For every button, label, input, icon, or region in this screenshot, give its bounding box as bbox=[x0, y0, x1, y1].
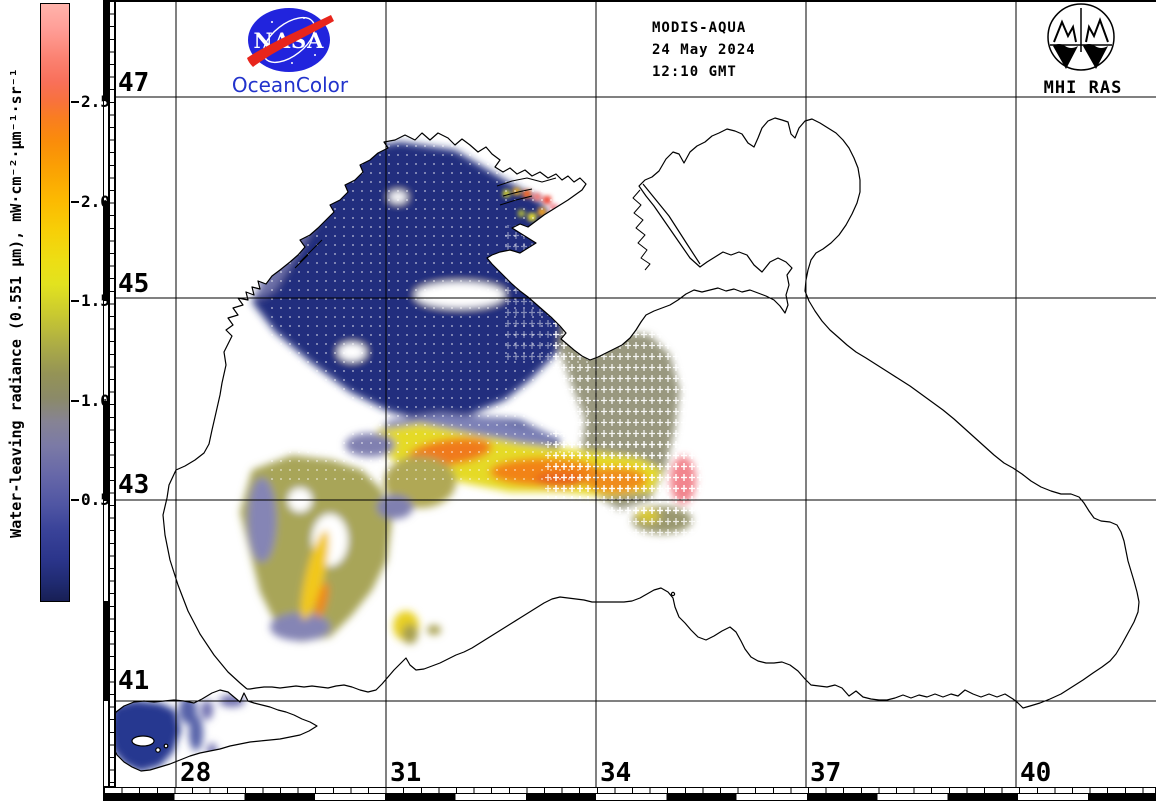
colorbar-tick bbox=[71, 300, 79, 302]
coastline bbox=[111, 117, 1140, 772]
colorbar-tick bbox=[71, 400, 79, 402]
longitude-label-28: 28 bbox=[180, 758, 212, 788]
latitude-label-45: 45 bbox=[118, 269, 150, 299]
latitude-label-47: 47 bbox=[118, 68, 150, 98]
colorbar-tick-label: 2.5 bbox=[81, 92, 110, 111]
mhi-ras-logo bbox=[1047, 3, 1115, 71]
latitude-ruler-ticks bbox=[109, 0, 115, 787]
colorbar-tick-label: 1.0 bbox=[81, 391, 110, 410]
latitude-label-41: 41 bbox=[118, 666, 150, 696]
graticule bbox=[115, 0, 1156, 787]
latitude-ruler-blocks bbox=[103, 0, 109, 787]
data-blob-olive-streak bbox=[300, 530, 330, 620]
colorbar-tick bbox=[71, 499, 79, 501]
map-frame-left bbox=[115, 0, 116, 787]
colorbar-tick bbox=[71, 101, 79, 103]
latitude-label-43: 43 bbox=[118, 470, 150, 500]
oceancolor-label: OceanColor bbox=[231, 73, 349, 97]
colorbar-tick bbox=[71, 201, 79, 203]
date-label: 24 May 2024 bbox=[652, 42, 756, 58]
time-label: 12:10 GMT bbox=[652, 64, 737, 80]
map-frame-top bbox=[103, 0, 1156, 2]
colorbar-axis-label: Water-leaving radiance (0.551 µm), mW·cm… bbox=[7, 68, 25, 538]
radiance-data-layer bbox=[112, 140, 705, 771]
longitude-label-34: 34 bbox=[600, 758, 632, 788]
colorbar-tick-label: 1.5 bbox=[81, 291, 110, 310]
nasa-logo: NASA bbox=[247, 8, 334, 72]
colorbar-tick-label: 2.0 bbox=[81, 192, 110, 211]
longitude-label-40: 40 bbox=[1020, 758, 1052, 788]
colorbar-tick-label: 0.5 bbox=[81, 490, 110, 509]
longitude-label-37: 37 bbox=[810, 758, 842, 788]
radiance-colorbar bbox=[40, 3, 70, 602]
longitude-label-31: 31 bbox=[390, 758, 422, 788]
mhi-ras-label: MHI RAS bbox=[1043, 78, 1123, 98]
longitude-ruler-blocks bbox=[103, 793, 1156, 801]
nasa-swoosh bbox=[247, 15, 334, 67]
sensor-label: MODIS-AQUA bbox=[652, 20, 747, 36]
